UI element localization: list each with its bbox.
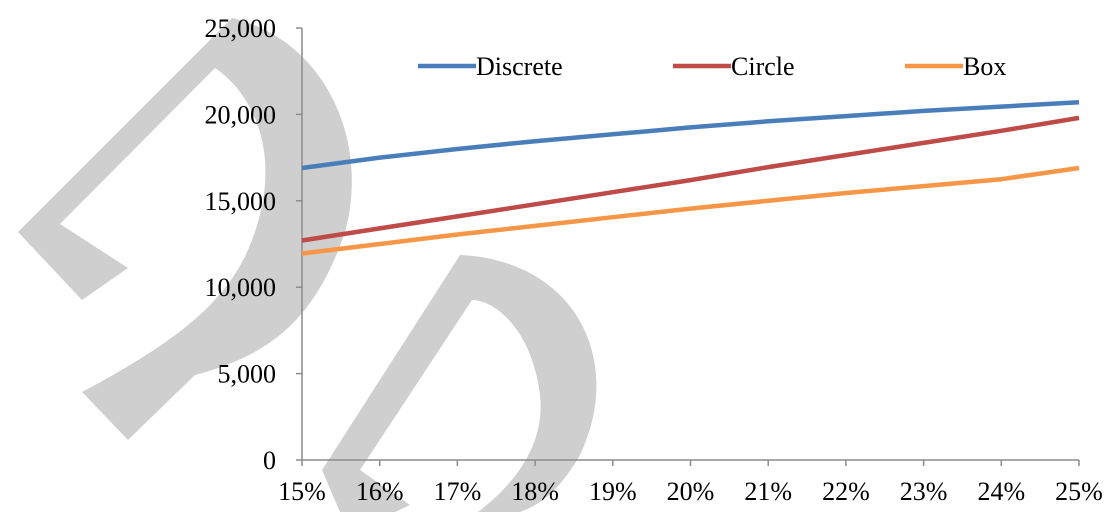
x-tick-label: 18% (511, 477, 559, 506)
watermark (18, 18, 597, 512)
x-tick-label: 17% (434, 477, 482, 506)
x-tick-label: 21% (744, 477, 792, 506)
watermark-d-shape (18, 18, 352, 440)
y-tick-label: 0 (263, 446, 276, 475)
x-tick-label: 19% (589, 477, 637, 506)
y-tick-label: 15,000 (205, 187, 277, 216)
legend-label-discrete: Discrete (476, 52, 563, 81)
x-tick-label: 15% (278, 477, 326, 506)
y-tick-label: 25,000 (205, 14, 277, 43)
y-tick-label: 5,000 (218, 360, 277, 389)
y-tick-label: 20,000 (205, 100, 277, 129)
legend: Discrete Circle Box (418, 52, 1006, 81)
series-line-box (301, 165, 1080, 256)
series-line-discrete (301, 100, 1080, 171)
series-lines (301, 100, 1080, 256)
y-tick-label: 10,000 (205, 273, 277, 302)
x-tick-label: 20% (667, 477, 715, 506)
x-tick-label: 22% (822, 477, 870, 506)
watermark-p-shape (322, 255, 597, 512)
axes: 0 5,000 10,000 15,000 20,000 25,000 15% 16% 17% 1… (205, 14, 1103, 506)
x-tick-label: 16% (356, 477, 404, 506)
x-tick-label: 24% (977, 477, 1025, 506)
x-tick-label: 25% (1055, 477, 1103, 506)
legend-label-box: Box (963, 52, 1006, 81)
series-line-circle (301, 115, 1080, 243)
legend-label-circle: Circle (731, 52, 795, 81)
x-tick-label: 23% (900, 477, 948, 506)
